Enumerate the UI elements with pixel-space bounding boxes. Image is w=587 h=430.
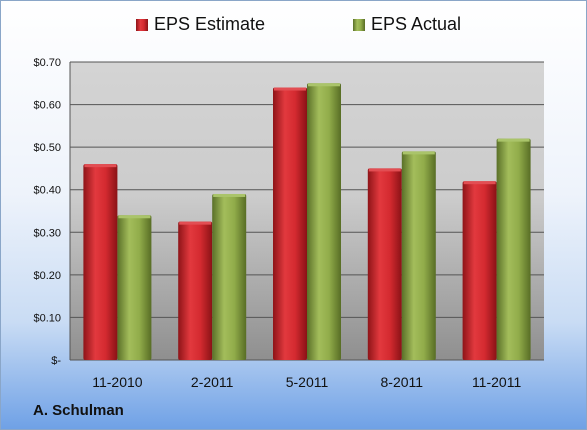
y-tick-label: $- [51,355,61,367]
y-tick-label: $0.20 [33,270,61,282]
bar-eps-estimate [273,87,307,361]
bar-top-highlight [368,168,401,172]
bar-eps-actual [496,138,531,360]
company-name: A. Schulman [33,402,124,419]
bar-eps-estimate [462,181,497,360]
bar-top-highlight [497,138,530,142]
bar-eps-actual [212,193,247,360]
y-tick-label: $0.10 [33,312,61,324]
bar-top-highlight [402,151,435,155]
bar-top-highlight [179,221,212,225]
bar-eps-estimate [178,221,213,360]
bar-top-highlight [274,87,306,91]
legend-label-estimate: EPS Estimate [154,14,265,34]
bar-top-highlight [118,215,151,219]
x-tick-label: 8-2011 [381,374,424,390]
bar-eps-estimate [83,164,118,360]
bar-eps-estimate [367,168,402,360]
bar-top-highlight [84,164,117,168]
bar-eps-actual [307,83,341,361]
legend-swatch-actual [353,19,365,31]
x-tick-label: 5-2011 [286,374,329,390]
x-tick-label: 11-2010 [92,374,143,390]
y-tick-label: $0.50 [33,142,61,154]
legend-swatch-estimate [136,19,148,31]
bar-top-highlight [463,181,496,185]
x-tick-label: 11-2011 [472,374,522,390]
y-tick-label: $0.40 [33,185,61,197]
y-tick-label: $0.60 [33,100,61,112]
y-tick-label: $0.70 [33,57,61,69]
legend-label-actual: EPS Actual [371,14,461,34]
bar-top-highlight [308,83,340,87]
bar-eps-actual [117,215,152,360]
y-tick-label: $0.30 [33,227,61,239]
bar-top-highlight [213,193,246,197]
bar-eps-actual [401,151,436,360]
x-tick-label: 2-2011 [191,374,234,390]
